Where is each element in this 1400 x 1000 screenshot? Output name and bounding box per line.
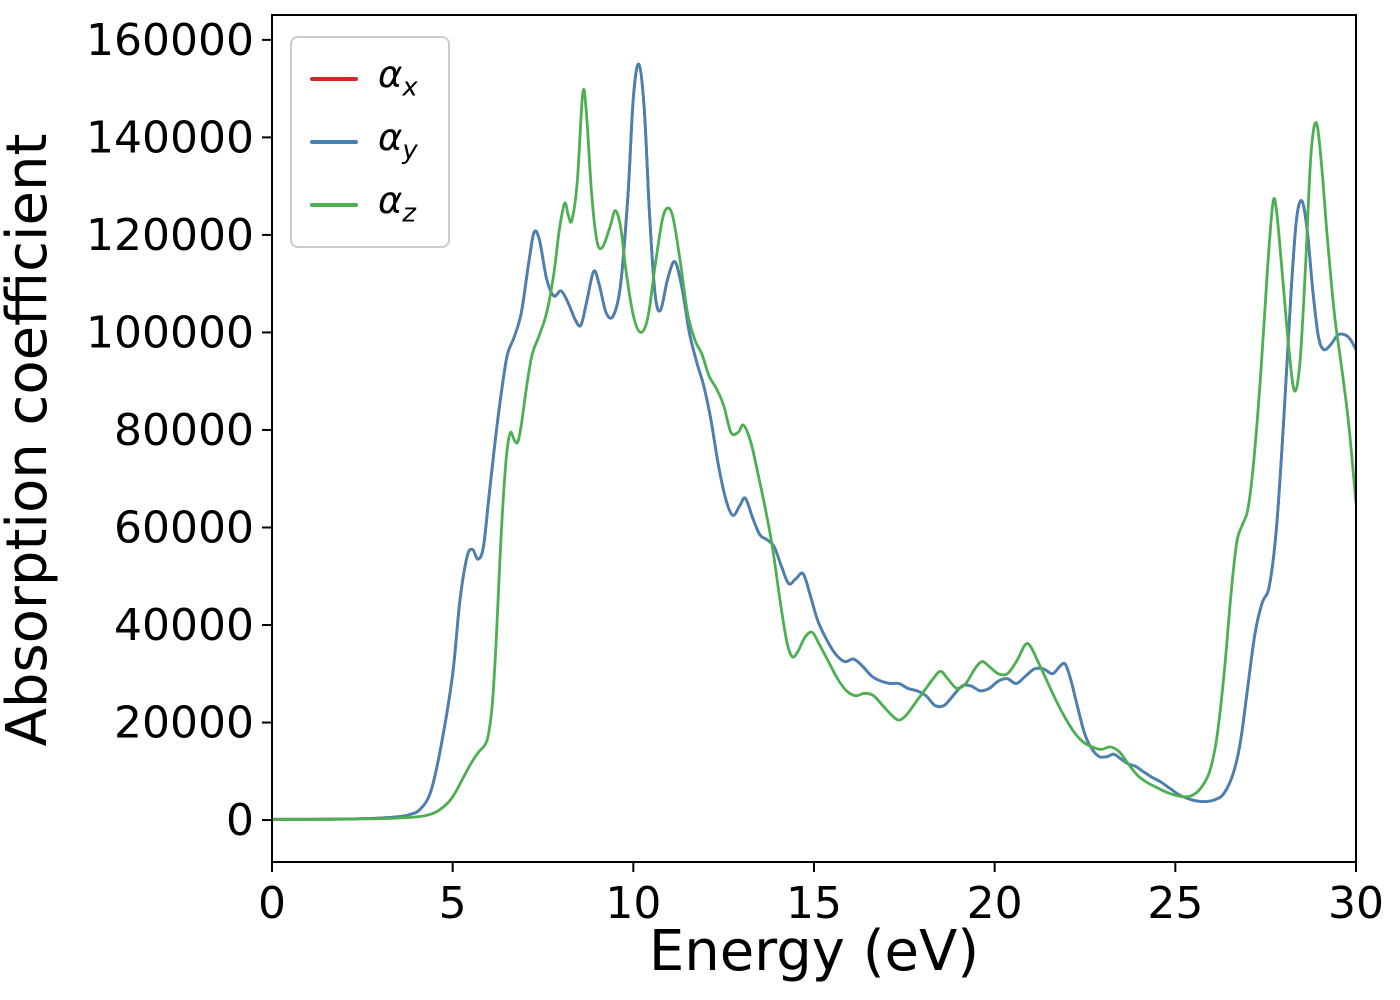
legend-item-alpha-x: αx (310, 53, 418, 103)
y-tick-label: 160000 (86, 15, 254, 66)
series-lines (272, 62, 1356, 821)
legend-symbol-alpha-x: α (378, 53, 403, 96)
series-line-alpha_y (272, 62, 1356, 821)
legend-line-alpha-x (310, 76, 358, 81)
plot-spines (271, 14, 1357, 863)
x-tick-label: 10 (605, 878, 661, 929)
series-line-alpha_z (272, 87, 1356, 821)
y-tick-label: 40000 (114, 600, 254, 651)
legend-label-alpha-y: αy (378, 116, 418, 166)
x-tick-label: 5 (439, 878, 467, 929)
legend-sub-alpha-x: x (402, 72, 418, 103)
y-axis-label: Absorption coefficient (0, 134, 60, 747)
legend-label-alpha-z: αz (378, 180, 416, 229)
x-tick-label: 20 (967, 878, 1023, 929)
y-tick-label: 60000 (114, 502, 254, 553)
x-tick-label: 30 (1328, 878, 1384, 929)
x-tick-label: 0 (258, 878, 286, 929)
y-tick-label: 100000 (86, 307, 254, 358)
y-tick-label: 0 (226, 795, 254, 846)
x-tick-label: 15 (786, 878, 842, 929)
legend-item-alpha-z: αz (310, 180, 418, 229)
y-tick-label: 80000 (114, 405, 254, 456)
legend-symbol-alpha-y: α (378, 116, 403, 160)
y-tick-label: 20000 (114, 698, 254, 749)
legend-label-alpha-x: αx (378, 53, 418, 103)
legend: αx αy αz (290, 36, 450, 248)
x-tick-label: 25 (1147, 878, 1203, 929)
y-tick-label: 140000 (86, 112, 254, 163)
legend-line-alpha-y (310, 139, 358, 144)
y-tick-label: 120000 (86, 210, 254, 261)
plot-area: 0 5 10 15 20 25 30 0 20000 40000 60000 80000 100000 1… (86, 14, 1384, 929)
legend-sub-alpha-y: y (402, 135, 418, 166)
legend-symbol-alpha-z: α (378, 179, 403, 223)
x-axis-label: Energy (eV) (649, 919, 979, 984)
legend-item-alpha-y: αy (310, 116, 418, 166)
legend-line-alpha-z (310, 202, 358, 207)
legend-sub-alpha-z: z (402, 198, 416, 229)
